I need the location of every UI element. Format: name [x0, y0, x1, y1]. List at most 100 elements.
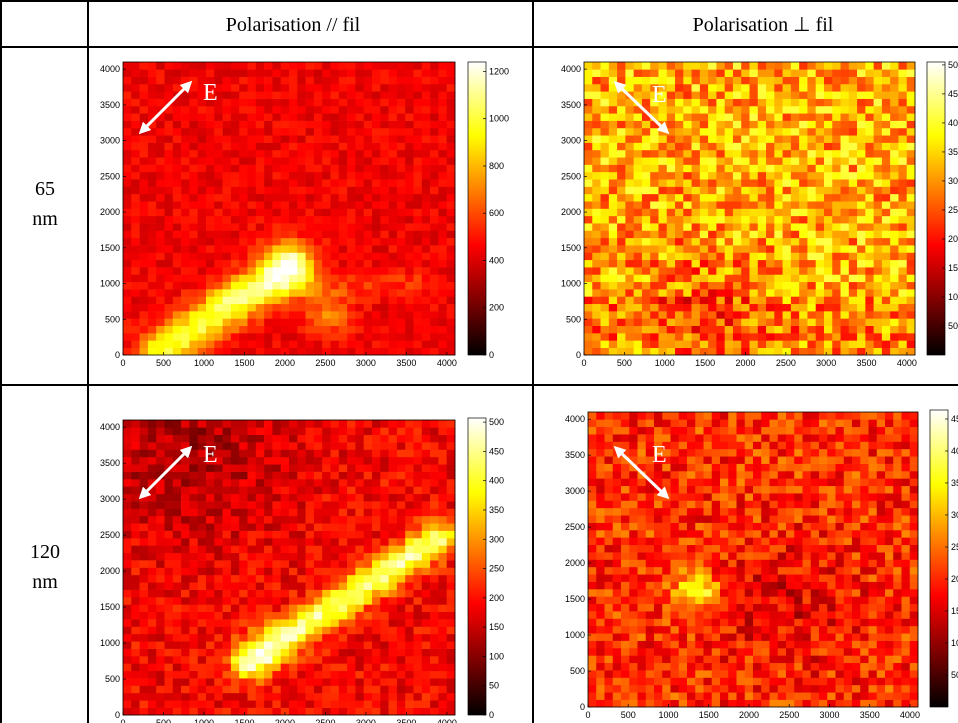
heatmap-cell	[840, 296, 850, 305]
heatmap-cell	[799, 340, 808, 348]
heatmap-cell	[355, 347, 364, 356]
heatmap-cell	[280, 670, 290, 679]
heatmap-cell	[289, 208, 298, 217]
heatmap-cell	[247, 538, 257, 546]
heatmap-cell	[741, 333, 750, 341]
heatmap-cell	[172, 574, 182, 583]
heatmap-cell	[372, 245, 381, 253]
heatmap-cell	[396, 663, 406, 672]
heatmap-cell	[322, 700, 331, 708]
heatmap-cell	[625, 83, 634, 92]
heatmap-cell	[189, 186, 198, 195]
heatmap-cell	[650, 135, 659, 143]
heatmap-cell	[405, 223, 414, 231]
heatmap-cell	[675, 237, 684, 246]
heatmap-cell	[347, 420, 356, 428]
heatmap-cell	[691, 201, 701, 209]
heatmap-cell	[338, 663, 348, 672]
heatmap-cell	[338, 325, 348, 334]
heatmap-cell	[222, 641, 232, 649]
heatmap-cell	[214, 567, 223, 576]
heatmap-cell	[322, 574, 331, 583]
heatmap-cell	[823, 318, 833, 327]
heatmap-cell	[683, 237, 692, 246]
heatmap-cell	[413, 120, 423, 129]
heatmap-cell	[123, 619, 132, 627]
heatmap-cell	[600, 76, 610, 85]
heatmap-cell	[724, 157, 734, 165]
heatmap-cell	[239, 442, 248, 450]
heatmap-cell	[898, 215, 908, 224]
heatmap-cell	[405, 333, 414, 341]
heatmap-cell	[131, 259, 140, 268]
heatmap-cell	[857, 318, 866, 327]
heatmap-cell	[280, 545, 290, 554]
heatmap-cell	[280, 281, 290, 290]
heatmap-cell	[164, 252, 174, 261]
heatmap-cell	[815, 237, 825, 246]
heatmap-cell	[264, 464, 273, 472]
heatmap-cell	[658, 259, 668, 268]
heatmap-cell	[363, 515, 373, 524]
heatmap-cell	[608, 164, 618, 173]
heatmap-cell	[799, 333, 808, 341]
heatmap-cell	[289, 464, 298, 472]
heatmap-cell	[906, 325, 916, 334]
heatmap-cell	[247, 91, 257, 99]
heatmap-cell	[313, 597, 323, 605]
heatmap-cell	[430, 62, 439, 70]
heatmap-cell	[600, 208, 610, 217]
heatmap-cell	[197, 215, 207, 224]
heatmap-cell	[848, 113, 858, 121]
y-tick-label: 4000	[561, 64, 581, 74]
heatmap-cell	[139, 105, 149, 114]
heatmap-cell	[214, 479, 223, 487]
heatmap-cell	[430, 98, 439, 107]
heatmap-cell	[164, 508, 174, 517]
heatmap-cell	[881, 318, 891, 327]
heatmap-cell	[683, 69, 692, 77]
heatmap-cell	[322, 641, 331, 649]
y-tick-label: 2500	[561, 171, 581, 181]
heatmap-cell	[658, 289, 668, 297]
heatmap-cell	[247, 274, 257, 283]
heatmap-cell	[898, 69, 908, 77]
heatmap-cell	[305, 449, 315, 458]
heatmap-cell	[757, 193, 767, 202]
heatmap-cell	[757, 98, 767, 107]
heatmap-cell	[272, 567, 281, 576]
heatmap-cell	[123, 545, 132, 554]
heatmap-cell	[600, 179, 610, 187]
colorbar	[467, 61, 487, 356]
heatmap-cell	[372, 523, 381, 531]
heatmap-cell	[881, 223, 891, 231]
heatmap-cell	[181, 179, 190, 187]
heatmap-cell	[297, 493, 306, 502]
heatmap-cell	[172, 171, 182, 180]
heatmap-cell	[641, 164, 651, 173]
heatmap-cell	[421, 626, 431, 635]
heatmap-cell	[230, 641, 240, 649]
heatmap-cell	[650, 127, 659, 136]
heatmap-cell	[741, 91, 750, 99]
heatmap-cell	[164, 186, 174, 195]
heatmap-cell	[338, 252, 348, 261]
heatmap-cell	[807, 76, 816, 85]
heatmap-cell	[239, 208, 248, 217]
heatmap-cell	[396, 597, 406, 605]
heatmap-cell	[280, 259, 290, 268]
heatmap-cell	[313, 347, 323, 356]
heatmap-cell	[347, 347, 356, 356]
heatmap-cell	[396, 201, 406, 209]
heatmap-cell	[650, 208, 659, 217]
heatmap-cell	[347, 545, 356, 554]
heatmap-cell	[289, 479, 298, 487]
heatmap-cell	[430, 201, 439, 209]
heatmap-cell	[633, 303, 643, 312]
heatmap-cell	[757, 201, 767, 209]
heatmap-cell	[147, 105, 157, 114]
heatmap-cell	[372, 663, 381, 672]
heatmap-cell	[139, 252, 149, 261]
heatmap-cell	[181, 215, 190, 224]
heatmap-cell	[247, 105, 257, 114]
